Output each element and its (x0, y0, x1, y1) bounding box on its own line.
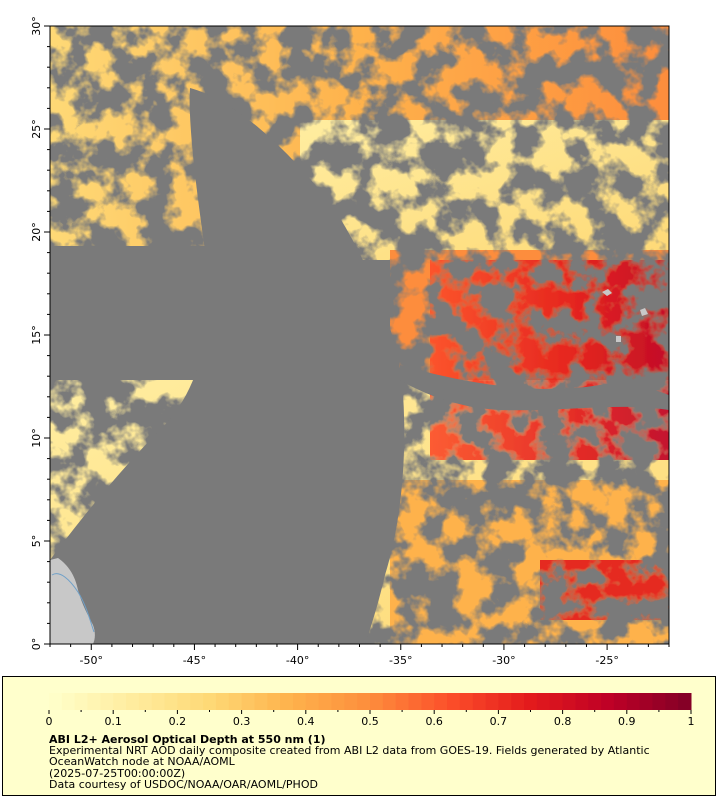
colorbar-cell (357, 693, 371, 710)
colorbar-cell (318, 693, 332, 710)
colorbar-ticks: 0 0.1 0.2 0.3 0.4 0.5 0.6 0.7 0.8 0.9 1 (46, 710, 695, 728)
colorbar-cell (678, 693, 692, 710)
lon-tick-label: -35° (389, 654, 412, 667)
colorbar-cell (126, 693, 140, 710)
colorbar-tick-label: 0.8 (554, 715, 572, 728)
colorbar-cell (100, 693, 114, 710)
aod-field (50, 26, 669, 644)
lon-tick-label: -25° (595, 654, 618, 667)
colorbar-cell (395, 693, 410, 710)
colorbar-cell (665, 693, 679, 710)
colorbar-tick-label: 0.2 (169, 715, 187, 728)
colorbar-cell (601, 693, 615, 710)
colorbar-cell (138, 693, 153, 710)
colorbar-cell (485, 693, 499, 710)
legend-title: ABI L2+ Aerosol Optical Depth at 550 nm … (49, 733, 326, 746)
colorbar-cell (575, 693, 589, 710)
lat-tick-label: 30° (30, 16, 43, 36)
colorbar-cell (408, 693, 422, 710)
colorbar-cell (61, 693, 76, 710)
colorbar-cell (292, 693, 307, 710)
colorbar-cell (626, 693, 641, 710)
colorbar-cell (74, 693, 89, 710)
colorbar-cell (447, 693, 461, 710)
colorbar-tick-label: 0.1 (104, 715, 122, 728)
colorbar-tick-label: 0.7 (490, 715, 508, 728)
aerosol-map: 0° 5° 10° 15° 20° 25° 30° -50° -45° -40° -35° -30°… (30, 16, 670, 667)
island-2 (640, 308, 648, 316)
colorbar-tick-label: 0.5 (361, 715, 379, 728)
colorbar-cell (421, 693, 435, 710)
colorbar-cell (562, 693, 576, 710)
colorbar-cell (177, 693, 191, 710)
colorbar-cell (613, 693, 628, 710)
legend-date: (2025-07-25T00:00:00Z) (49, 767, 186, 780)
swath-gap (50, 88, 405, 644)
legend-description: Experimental NRT AOD daily composite cre… (49, 744, 650, 768)
colorbar-cell (305, 693, 320, 710)
lon-tick-label: -40° (286, 654, 309, 667)
colorbar-tick-label: 0.6 (425, 715, 443, 728)
colorbar-cell (241, 693, 255, 710)
lat-tick-label: 0° (30, 638, 43, 651)
colorbar: 0 0.1 0.2 0.3 0.4 0.5 0.6 0.7 0.8 0.9 1 (46, 693, 695, 728)
colorbar-cell (652, 693, 666, 710)
colorbar-tick-label: 0.9 (618, 715, 636, 728)
legend-credit: Data courtesy of USDOC/NOAA/OAR/AOML/PHO… (49, 778, 318, 791)
longitude-axis: -50° -45° -40° -35° -30° -25° (49, 644, 670, 667)
colorbar-cell (203, 693, 217, 710)
colorbar-cell (280, 693, 294, 710)
colorbar-tick-label: 0 (46, 715, 53, 728)
island-1 (602, 289, 612, 296)
colorbar-cell (267, 693, 281, 710)
latitude-axis: 0° 5° 10° 15° 20° 25° 30° (30, 16, 50, 650)
colorbar-cell (382, 693, 397, 710)
colorbar-cell (113, 693, 127, 710)
colorbar-tick-label: 0.4 (297, 715, 315, 728)
colorbar-cell (344, 693, 358, 710)
lat-tick-label: 10° (30, 428, 43, 448)
colorbar-cell (215, 693, 230, 710)
colorbar-cell (524, 693, 538, 710)
colorbar-cell (434, 693, 448, 710)
colorbar-cell (536, 693, 551, 710)
lon-tick-label: -50° (80, 654, 103, 667)
colorbar-cell (254, 693, 268, 710)
colorbar-cell (87, 693, 101, 710)
lon-tick-label: -45° (183, 654, 206, 667)
land-south-america (50, 558, 95, 644)
colorbar-cell (498, 693, 512, 710)
colorbar-cell (331, 693, 345, 710)
colorbar-cell (49, 693, 63, 710)
lon-tick-label: -30° (492, 654, 515, 667)
coastline (51, 573, 95, 633)
colorbar-cell (588, 693, 602, 710)
colorbar-cell (639, 693, 653, 710)
legend-panel: 0 0.1 0.2 0.3 0.4 0.5 0.6 0.7 0.8 0.9 1 ABI L2+ Ae… (2, 676, 716, 796)
lat-tick-label: 15° (30, 325, 43, 345)
lat-tick-label: 20° (30, 222, 43, 242)
colorbar-cell (164, 693, 178, 710)
colorbar-cell (228, 693, 243, 710)
colorbar-tick-label: 1 (688, 715, 695, 728)
lat-tick-label: 5° (30, 535, 43, 548)
colorbar-cells (49, 693, 692, 710)
colorbar-cell (190, 693, 204, 710)
colorbar-cell (459, 693, 474, 710)
colorbar-cell (472, 693, 487, 710)
colorbar-cell (549, 693, 564, 710)
island-3 (616, 336, 621, 342)
colorbar-cell (370, 693, 384, 710)
colorbar-cell (511, 693, 525, 710)
lat-tick-label: 25° (30, 119, 43, 139)
colorbar-tick-label: 0.3 (233, 715, 251, 728)
colorbar-cell (151, 693, 166, 710)
